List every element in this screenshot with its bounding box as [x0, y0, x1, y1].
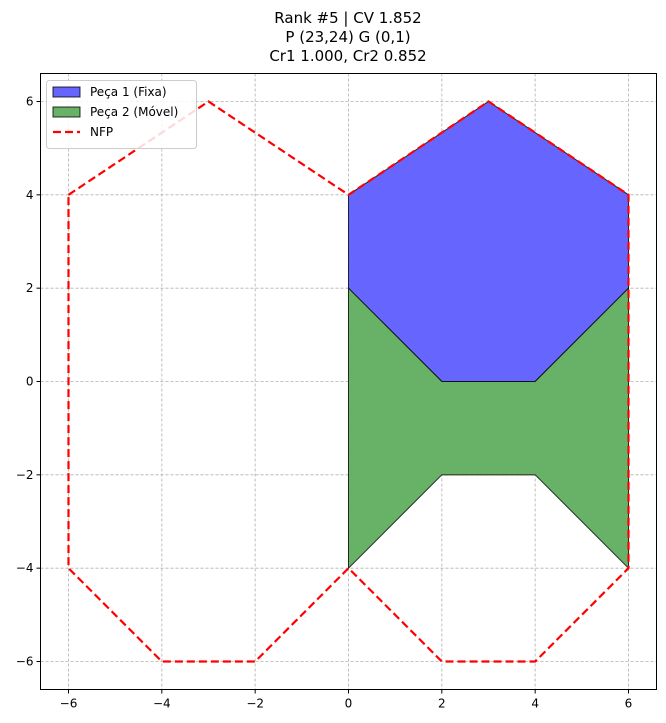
y-tick-label-1: −4	[16, 561, 34, 575]
legend-label-2: NFP	[90, 125, 113, 139]
x-tick-label-4: 2	[438, 697, 446, 711]
series-layer	[67, 100, 630, 663]
y-tick-label-2: −2	[16, 468, 34, 482]
y-tick-label-6: 6	[26, 95, 34, 109]
ticks: −6 −4 −2 0 2 4 6 −6 −4 −2 0 2 4 6	[16, 95, 633, 711]
title-line-0: Rank #5 | CV 1.852	[274, 9, 421, 27]
x-tick-label-2: −2	[246, 697, 264, 711]
title-line-2: Cr1 1.000, Cr2 0.852	[269, 47, 426, 65]
legend-swatch-1	[52, 106, 81, 118]
title-line-1: P (23,24) G (0,1)	[285, 28, 410, 46]
y-tick-label-3: 0	[26, 375, 34, 389]
legend: Peça 1 (Fixa) Peça 2 (Móvel) NFP	[46, 80, 197, 149]
y-tick-label-4: 2	[26, 281, 34, 295]
x-tick-label-1: −4	[153, 697, 171, 711]
y-tick-label-0: −6	[16, 655, 34, 669]
x-tick-label-3: 0	[345, 697, 353, 711]
x-tick-label-6: 6	[625, 697, 633, 711]
x-tick-label-5: 4	[531, 697, 539, 711]
y-tick-label-5: 4	[26, 188, 34, 202]
legend-box	[46, 80, 197, 149]
series-outline-2	[67, 100, 630, 663]
legend-label-0: Peça 1 (Fixa)	[90, 85, 167, 99]
x-tick-label-0: −6	[60, 697, 78, 711]
legend-label-1: Peça 2 (Móvel)	[90, 105, 178, 119]
legend-swatch-0	[52, 86, 81, 98]
